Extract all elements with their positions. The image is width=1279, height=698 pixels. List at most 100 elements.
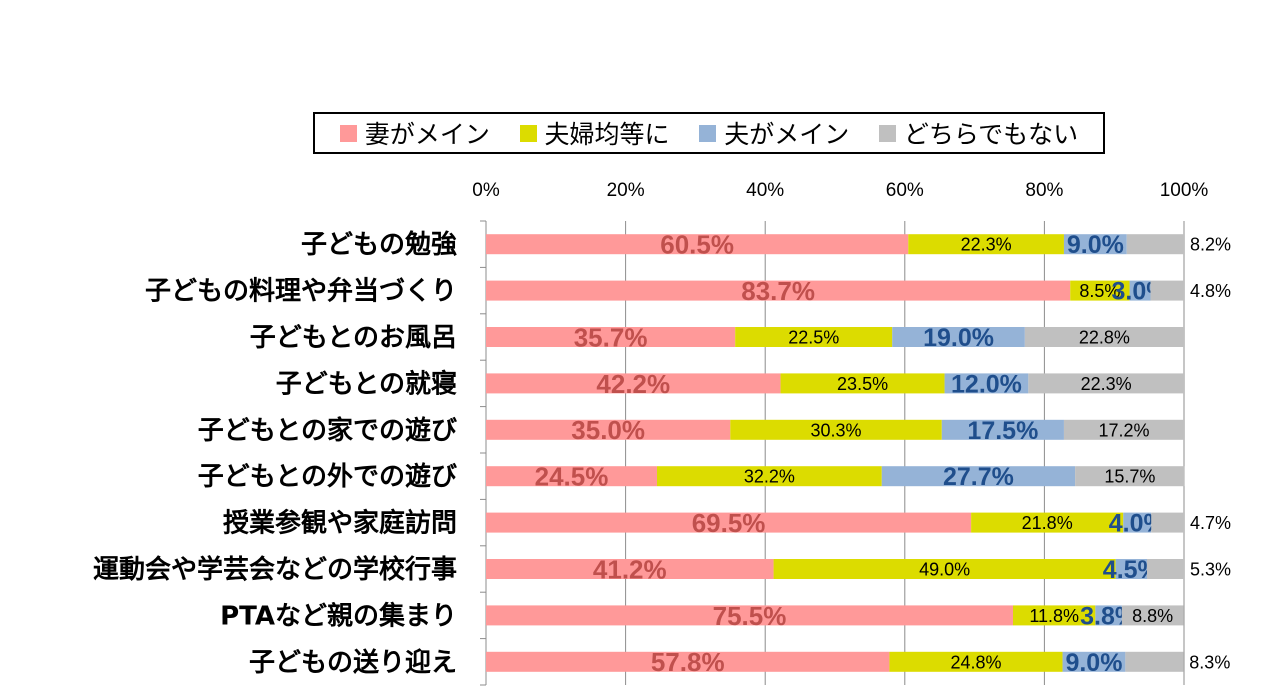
bar-segment	[486, 605, 1013, 626]
data-label: 24.8%	[950, 652, 1001, 672]
legend-swatch-husband	[699, 124, 717, 142]
category-label: 子どもとの外での遊び	[198, 461, 457, 492]
data-label: 35.7%	[574, 322, 648, 352]
data-label: 57.8%	[651, 647, 725, 677]
data-label: 32.2%	[744, 467, 795, 487]
data-label: 49.0%	[919, 559, 970, 579]
legend-item-wife: 妻がメイン	[339, 115, 490, 151]
bar-segment	[1129, 280, 1151, 301]
x-tick-label: 80%	[1025, 180, 1063, 201]
legend-item-husband: 夫がメイン	[699, 115, 849, 151]
data-label: 4.8%	[1190, 281, 1231, 301]
bar-segment	[486, 373, 781, 394]
category-label: 子どもとの就寝	[276, 368, 457, 399]
x-tick-label: 100%	[1160, 180, 1209, 201]
data-label: 5.3%	[1190, 559, 1231, 579]
data-label: 12.0%	[951, 370, 1022, 398]
x-tick-label: 20%	[607, 180, 645, 201]
data-label: 11.8%	[1029, 606, 1079, 626]
category-label: 運動会や学芸会などの学校行事	[93, 554, 457, 585]
category-label: 子どもとのお風呂	[250, 323, 457, 353]
bar-segment	[1150, 280, 1184, 301]
data-label: 75.5%	[713, 601, 787, 631]
data-label: 15.7%	[1104, 467, 1155, 487]
data-label: 69.5%	[692, 508, 766, 538]
data-label: 22.8%	[1079, 327, 1130, 347]
bar-segment	[1147, 559, 1184, 579]
data-label: 8.2%	[1190, 235, 1231, 255]
data-label: 8.8%	[1132, 606, 1173, 626]
bar-segment	[892, 327, 1025, 347]
bar-segment	[881, 466, 1076, 487]
legend-label-wife: 妻がメイン	[364, 120, 490, 149]
bar-segment	[1075, 466, 1185, 487]
bar-segment	[1121, 605, 1184, 626]
data-label: 22.3%	[961, 235, 1012, 255]
bar-segment	[1151, 512, 1184, 533]
legend-item-equal: 夫婦均等に	[519, 115, 670, 151]
data-label: 24.5%	[535, 462, 609, 492]
bar-segment	[486, 466, 658, 487]
data-label: 22.3%	[1081, 374, 1132, 394]
legend-label-equal: 夫婦均等に	[544, 120, 670, 149]
category-label: 子どもの送り迎え	[249, 647, 457, 678]
bar-segment	[486, 512, 972, 533]
bar-segment	[486, 280, 1071, 301]
data-label: 4.7%	[1190, 513, 1231, 533]
bar-segment	[1024, 327, 1184, 347]
bar-segment	[1063, 419, 1184, 440]
bar-segment	[730, 419, 942, 440]
bar-segment	[1126, 234, 1184, 255]
legend-label-husband: 夫がメイン	[724, 120, 850, 149]
data-label: 83.7%	[741, 276, 815, 306]
data-label: 35.0%	[571, 415, 645, 445]
legend-swatch-neither	[878, 124, 896, 142]
category-label: PTAなど親の集まり	[220, 600, 457, 631]
data-label: 41.2%	[593, 554, 667, 584]
legend-label-neither: どちらでもない	[903, 120, 1079, 149]
data-label: 19.0%	[923, 324, 994, 352]
bar-segment	[1063, 234, 1127, 255]
data-label: 21.8%	[1022, 513, 1073, 533]
legend-item-neither: どちらでもない	[878, 115, 1079, 151]
data-label: 30.3%	[811, 420, 862, 440]
legend-swatch-wife	[339, 124, 357, 142]
bar-segment	[780, 373, 945, 394]
x-tick-label: 0%	[472, 180, 500, 201]
legend-swatch-equal	[519, 124, 537, 142]
category-label: 子どもの料理や弁当づくり	[145, 276, 457, 307]
bar-segment	[941, 419, 1064, 440]
bar-segment	[944, 373, 1029, 394]
bar-segment	[657, 466, 882, 487]
bar-segment	[1123, 512, 1152, 533]
data-label: 22.5%	[788, 327, 839, 347]
x-tick-label: 60%	[886, 180, 924, 201]
category-label: 授業参観や家庭訪問	[223, 508, 457, 539]
data-label: 17.5%	[967, 417, 1038, 445]
data-label: 8.3%	[1189, 652, 1230, 672]
data-label: 27.7%	[943, 463, 1014, 491]
x-tick-label: 40%	[746, 180, 784, 201]
bar-segment	[486, 559, 774, 579]
bar-segment	[1095, 605, 1122, 626]
bar-segment	[773, 559, 1116, 579]
legend: 妻がメイン 夫婦均等に 夫がメイン どちらでもない	[313, 112, 1105, 154]
bar-segment	[1115, 559, 1148, 579]
bar-segment	[908, 234, 1064, 255]
data-label: 9.0%	[1067, 231, 1124, 259]
category-label: 子どもとの家での遊び	[198, 415, 457, 446]
data-label: 17.2%	[1098, 420, 1149, 440]
bar-segment	[486, 234, 909, 255]
bar-segment	[1125, 651, 1184, 672]
category-label: 子どもの勉強	[301, 230, 457, 260]
data-label: 8.5%	[1079, 281, 1120, 301]
bar-segment	[1012, 605, 1096, 626]
bar-segment	[889, 651, 1063, 672]
bar-segment	[971, 512, 1124, 533]
bar-segment	[486, 419, 731, 440]
bar-segment	[486, 651, 890, 672]
bar-segment	[735, 327, 893, 347]
data-label: 23.5%	[837, 374, 888, 394]
bar-segment	[1028, 373, 1184, 394]
